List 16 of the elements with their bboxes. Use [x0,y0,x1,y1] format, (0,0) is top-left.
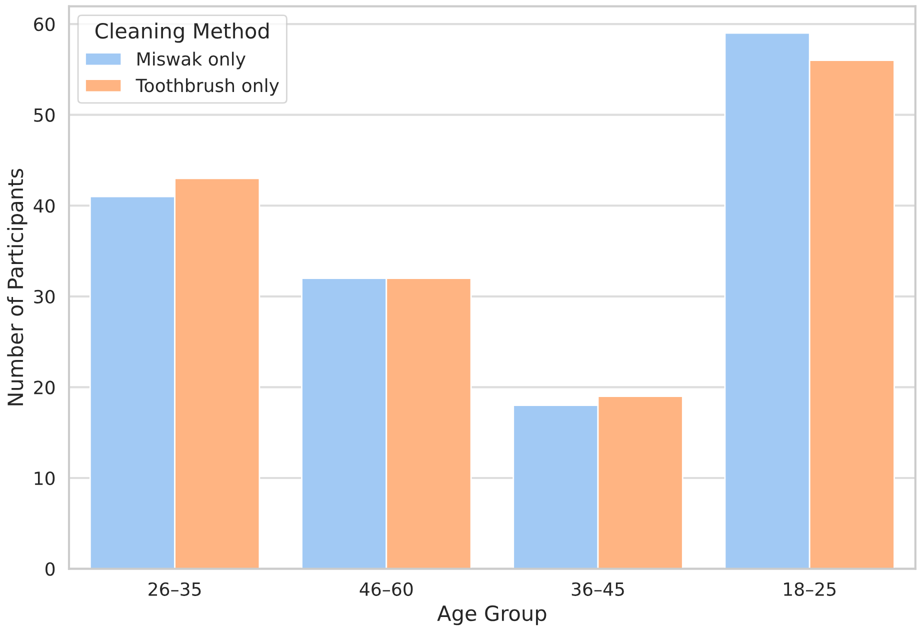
x-axis-title: Age Group [437,605,546,626]
legend-label: Toothbrush only [136,78,279,96]
y-tick-label: 0 [46,562,55,576]
y-tick-label: 30 [34,290,55,304]
y-tick-label: 10 [34,471,55,486]
y-tick-label: 50 [34,108,55,122]
x-tick-label: 26–35 [148,582,201,596]
x-tick-label: 36–45 [572,582,624,596]
x-tick-label: 18–25 [784,582,836,596]
legend-label: Miswak only [138,52,246,70]
y-axis-title: Number of Participants [7,168,28,406]
y-tick-label: 40 [34,199,55,213]
legend-title: Cleaning Method [95,22,269,43]
y-tick-label: 60 [34,17,55,32]
x-tick-label: 46–60 [360,582,413,596]
y-tick-label: 20 [34,380,55,394]
